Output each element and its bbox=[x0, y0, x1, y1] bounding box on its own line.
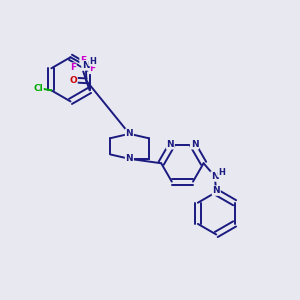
Text: N: N bbox=[211, 172, 219, 181]
Text: N: N bbox=[82, 61, 90, 70]
Text: N: N bbox=[167, 140, 174, 149]
Text: N: N bbox=[126, 154, 133, 163]
Text: F: F bbox=[89, 64, 95, 74]
Text: Cl: Cl bbox=[33, 84, 43, 93]
Text: F: F bbox=[80, 56, 86, 64]
Text: H: H bbox=[89, 57, 96, 66]
Text: H: H bbox=[218, 168, 225, 177]
Text: N: N bbox=[126, 129, 133, 138]
Text: F: F bbox=[70, 63, 76, 72]
Text: N: N bbox=[190, 140, 198, 149]
Text: N: N bbox=[212, 186, 220, 195]
Text: O: O bbox=[69, 76, 77, 85]
